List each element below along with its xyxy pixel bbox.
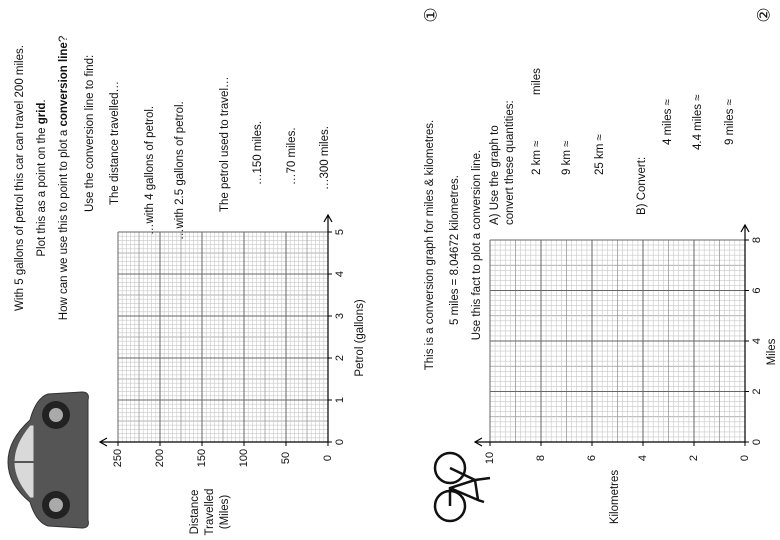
axis-arrow: [323, 213, 333, 223]
car-icon: [7, 391, 89, 529]
y-tick-label: 10: [484, 452, 496, 464]
x-tick-label: 0: [334, 439, 346, 445]
question-item: 25 km ≈: [594, 134, 606, 175]
part-heading: convert these quantities:: [504, 100, 516, 225]
y-tick-label: 0: [322, 455, 334, 461]
question-item: …with 4 gallons of petrol.: [144, 106, 156, 235]
unit-label: miles: [531, 68, 543, 95]
part-heading: B) Convert:: [636, 157, 648, 215]
x-tick-label: 1: [334, 397, 346, 403]
intro-line: With 5 gallons of petrol this car can tr…: [14, 45, 26, 311]
x-tick-label: 3: [334, 313, 346, 319]
question-item: 4.4 miles ≈: [692, 94, 704, 150]
text-run: .: [36, 99, 48, 102]
y-tick-label: 0: [739, 455, 751, 461]
x-axis-label: Miles: [766, 338, 778, 365]
y-tick-label: 6: [586, 455, 598, 461]
text-run: ?: [58, 36, 70, 42]
x-tick-label: 2: [334, 355, 346, 361]
axis-arrow: [98, 437, 108, 447]
text-run: grid: [36, 103, 48, 125]
y-tick-label: 250: [112, 449, 124, 467]
y-axis-label: Kilometres: [609, 470, 621, 525]
part-heading: A) Use the graph to: [489, 125, 501, 225]
question-item: 9 km ≈: [561, 141, 573, 175]
x-tick-label: 4: [751, 338, 763, 344]
bicycle-icon: [433, 451, 491, 523]
question-item: …70 miles.: [286, 127, 298, 185]
intro-line: 5 miles = 8.04672 kilometres.: [449, 175, 461, 325]
x-axis-label: Petrol (gallons): [354, 299, 366, 377]
axis-arrow: [740, 223, 750, 233]
question-item: …150 miles.: [252, 121, 264, 185]
part-heading: The distance travelled…: [109, 81, 121, 205]
x-tick-label: 5: [334, 229, 346, 235]
y-tick-label: 2: [688, 455, 700, 461]
x-tick-label: 8: [751, 237, 763, 243]
y-tick-label: 50: [280, 452, 292, 464]
y-tick-label: 100: [238, 449, 250, 467]
question-number: ①: [421, 7, 440, 22]
y-tick-label: 150: [196, 449, 208, 467]
x-tick-label: 0: [751, 439, 763, 445]
task-text: Use the conversion line to find:: [84, 55, 96, 212]
x-tick-label: 6: [751, 287, 763, 293]
y-tick-label: 200: [154, 449, 166, 467]
y-axis-label: Distance: [189, 490, 201, 535]
y-tick-label: 8: [535, 455, 547, 461]
text-run: How can we use this to point to plot a: [58, 127, 70, 321]
x-tick-label: 2: [751, 388, 763, 394]
y-axis-label: (Miles): [219, 495, 231, 530]
text-run: Plot this as a point on the: [36, 124, 48, 256]
intro-line: How can we use this to point to plot a c…: [58, 36, 70, 320]
y-tick-label: 4: [637, 455, 649, 461]
y-axis-label: Travelled: [204, 489, 216, 536]
text-run: conversion line: [58, 42, 70, 126]
intro-line: Use this fact to plot a conversion line.: [471, 150, 483, 341]
x-tick-label: 4: [334, 271, 346, 277]
part-heading: The petrol used to travel…: [219, 76, 231, 212]
axis-arrow: [473, 437, 483, 447]
question-number: ②: [754, 7, 773, 22]
question-item: 9 miles ≈: [724, 99, 736, 145]
question-item: 4 miles ≈: [662, 99, 674, 145]
intro-line: Plot this as a point on the grid.: [36, 99, 48, 256]
question-item: 2 km ≈: [531, 141, 543, 175]
question-item: …with 2.5 gallons of petrol.: [174, 101, 186, 240]
intro-line: This is a conversion graph for miles & k…: [424, 120, 436, 371]
question-item: …300 miles.: [319, 126, 331, 190]
